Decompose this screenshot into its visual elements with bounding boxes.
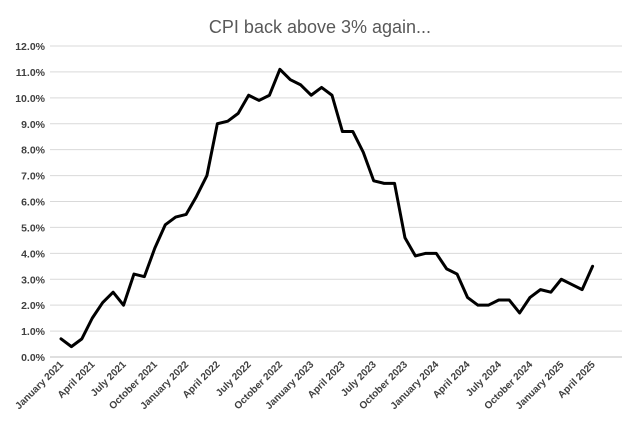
series-line-cpi xyxy=(59,67,595,349)
y-tick-label: 10.0% xyxy=(15,93,45,105)
y-tick-label: 11.0% xyxy=(16,67,46,79)
chart-title: CPI back above 3% again... xyxy=(209,17,431,37)
y-tick-label: 2.0% xyxy=(21,300,46,312)
y-tick-label: 7.0% xyxy=(21,171,46,183)
y-axis-tick-labels: 0.0% 1.0% 2.0% 3.0% 4.0% 5.0% 6.0% 7.0% 8.0% 9.0%… xyxy=(15,41,45,364)
y-tick-label: 5.0% xyxy=(21,222,46,234)
y-tick-label: 0.0% xyxy=(21,352,46,364)
gridlines xyxy=(50,45,622,332)
x-tick-label: January 2021 xyxy=(14,359,67,412)
y-tick-label: 4.0% xyxy=(21,248,46,260)
y-tick-label: 8.0% xyxy=(21,145,46,157)
y-tick-label: 3.0% xyxy=(21,274,46,286)
y-tick-label: 6.0% xyxy=(21,197,46,209)
y-tick-label: 1.0% xyxy=(21,326,46,338)
y-tick-label: 9.0% xyxy=(21,119,46,131)
y-tick-label: 12.0% xyxy=(15,41,45,53)
